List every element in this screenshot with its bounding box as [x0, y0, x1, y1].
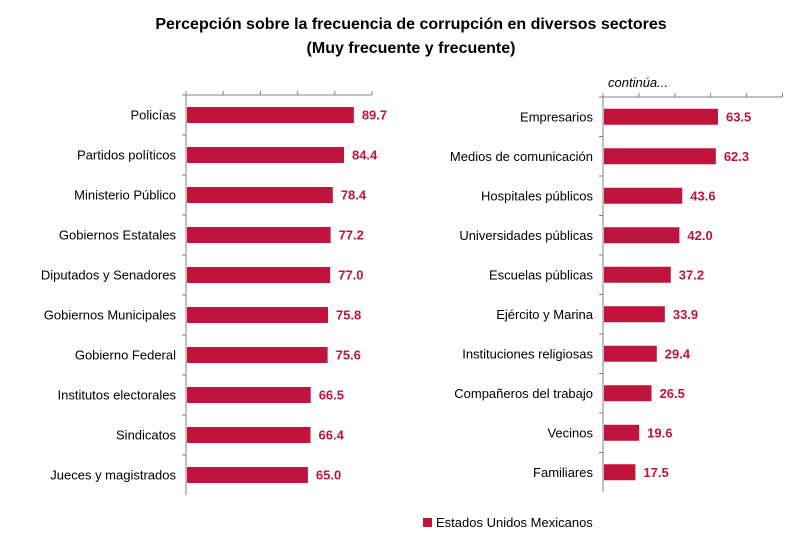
- bar: [604, 385, 652, 402]
- chart-title-line2: (Muy frecuente y frecuente): [307, 40, 516, 57]
- bar: [187, 347, 328, 363]
- bar: [604, 424, 640, 441]
- category-label: Sindicatos: [116, 428, 176, 443]
- continuation-note: continúa...: [608, 75, 668, 90]
- bar: [604, 464, 636, 481]
- value-label: 66.4: [319, 428, 345, 443]
- value-label: 75.6: [336, 348, 361, 363]
- category-label: Jueces y magistrados: [50, 468, 176, 483]
- legend-label: Estados Unidos Mexicanos: [436, 515, 593, 530]
- value-label: 63.5: [726, 109, 751, 124]
- bar: [187, 467, 308, 483]
- value-label: 84.4: [352, 148, 378, 163]
- category-label: Universidades públicas: [459, 228, 593, 243]
- value-label: 29.4: [665, 346, 691, 361]
- category-label: Empresarios: [520, 109, 593, 124]
- bar: [187, 427, 311, 443]
- bar: [604, 266, 671, 283]
- value-label: 17.5: [643, 465, 668, 480]
- value-label: 77.0: [338, 268, 363, 283]
- bar: [604, 108, 718, 125]
- bar: [604, 345, 657, 362]
- bar: [187, 387, 311, 403]
- category-label: Policías: [130, 108, 176, 123]
- bar: [604, 227, 680, 244]
- value-label: 66.5: [319, 388, 344, 403]
- category-label: Vecinos: [547, 425, 593, 440]
- bar: [187, 307, 328, 323]
- value-label: 33.9: [673, 307, 698, 322]
- bar: [187, 147, 344, 163]
- category-label: Ministerio Público: [74, 188, 176, 203]
- value-label: 19.6: [647, 425, 672, 440]
- bar: [187, 187, 333, 203]
- category-label: Medios de comunicación: [450, 149, 593, 164]
- category-label: Gobiernos Municipales: [44, 308, 177, 323]
- category-label: Diputados y Senadores: [41, 268, 177, 283]
- right-panel: Empresarios 63.5 Medios de comunicación 62.…: [450, 93, 783, 492]
- category-label: Gobierno Federal: [75, 348, 176, 363]
- value-label: 37.2: [679, 267, 704, 282]
- legend-swatch: [423, 518, 432, 527]
- value-label: 62.3: [724, 149, 749, 164]
- category-label: Partidos políticos: [77, 148, 176, 163]
- left-panel: Policías 89.7 Partidos políticos 84.4 Minist…: [41, 91, 387, 495]
- category-label: Hospitales públicos: [481, 188, 594, 203]
- category-label: Familiares: [533, 465, 593, 480]
- value-label: 43.6: [690, 188, 715, 203]
- bar: [187, 107, 354, 123]
- category-label: Gobiernos Estatales: [59, 228, 177, 243]
- category-label: Compañeros del trabajo: [454, 386, 593, 401]
- value-label: 89.7: [362, 108, 387, 123]
- category-label: Ejército y Marina: [496, 307, 594, 322]
- value-label: 65.0: [316, 468, 341, 483]
- chart-title-line1: Percepción sobre la frecuencia de corrup…: [155, 16, 666, 33]
- bar: [604, 306, 665, 323]
- value-label: 42.0: [687, 228, 712, 243]
- value-label: 26.5: [660, 386, 685, 401]
- category-label: Institutos electorales: [57, 388, 176, 403]
- legend: Estados Unidos Mexicanos: [423, 515, 593, 530]
- bar: [604, 148, 716, 165]
- bar: [187, 267, 331, 283]
- bar: [604, 187, 683, 204]
- category-label: Escuelas públicas: [489, 267, 594, 282]
- value-label: 77.2: [339, 228, 364, 243]
- category-label: Instituciones religiosas: [462, 346, 593, 361]
- value-label: 78.4: [341, 188, 367, 203]
- value-label: 75.8: [336, 308, 361, 323]
- bar: [187, 227, 331, 243]
